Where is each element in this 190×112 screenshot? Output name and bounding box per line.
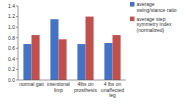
y-tick-label: 0.6 <box>8 45 15 51</box>
bars <box>23 17 120 80</box>
bar <box>86 17 94 80</box>
y-tick <box>16 27 18 28</box>
y-tick-label: 0.0 <box>8 77 15 83</box>
y-tick-label: 0.4 <box>8 56 15 62</box>
bar <box>32 35 40 80</box>
x-tick-label-line: limp <box>54 87 63 93</box>
x-tick-label: normal gait <box>19 81 44 87</box>
x-tick-label-line: normal gait <box>19 81 44 87</box>
legend-label: averageswing/stance ratio <box>137 1 177 13</box>
y-tick <box>16 58 18 59</box>
y-tick-label: 1.2 <box>8 13 15 19</box>
y-axis <box>18 6 19 80</box>
legend: averageswing/stance ratio average stepsym… <box>130 1 177 33</box>
y-tick <box>16 6 18 7</box>
bar <box>50 19 58 80</box>
y-tick-label: 0.8 <box>8 35 15 41</box>
y-tick <box>16 48 18 49</box>
bar <box>23 44 31 80</box>
legend-label-line: swing/stance ratio <box>137 7 177 13</box>
y-tick <box>16 37 18 38</box>
bar <box>59 39 67 80</box>
x-tick-label: 4lbs onprosthesis <box>74 81 97 93</box>
y-tick <box>16 69 18 70</box>
bar <box>113 35 121 80</box>
legend-label-line: (normalized) <box>137 27 165 33</box>
y-tick <box>16 16 18 17</box>
chart: 0.0 0.2 0.4 0.6 0.8 1.0 1.2 1.4 normal gaitinten… <box>0 0 190 112</box>
y-tick-label: 1.0 <box>8 24 15 30</box>
x-tick-label-line: leg <box>109 92 116 98</box>
x-tick-label: 4 lbs onunaffectedleg <box>101 81 124 98</box>
legend-swatch <box>130 2 135 7</box>
bar <box>104 43 112 80</box>
x-tick-label: intentionallimp <box>47 81 70 93</box>
x-tick-label-line: prosthesis <box>74 87 97 93</box>
y-tick-label: 1.4 <box>8 3 15 9</box>
bar <box>77 44 85 80</box>
legend-label: average stepsymmetry index(normalized) <box>137 16 173 34</box>
legend-swatch <box>130 17 135 22</box>
y-tick <box>16 80 18 81</box>
y-tick-label: 0.2 <box>8 66 15 72</box>
